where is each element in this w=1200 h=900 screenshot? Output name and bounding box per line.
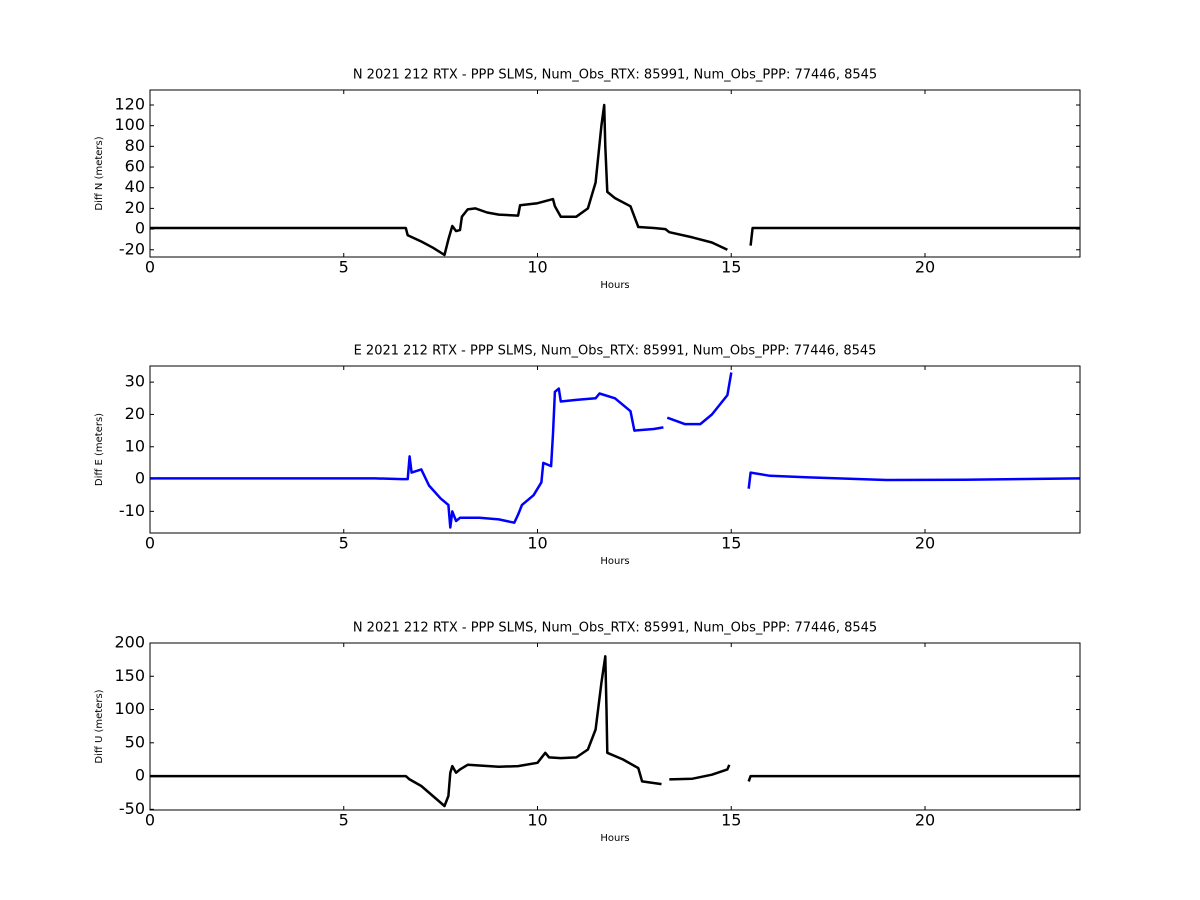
x-tick-label: 10 [527,811,547,830]
y-tick-label: 60 [125,157,145,176]
chart-title: N 2021 212 RTX - PPP SLMS, Num_Obs_RTX: … [353,621,877,636]
x-tick-label: 15 [721,534,741,553]
x-axis-label: Hours [600,833,629,844]
y-tick-label: 30 [125,372,145,391]
y-tick-label: 20 [125,198,145,217]
chart-title: N 2021 212 RTX - PPP SLMS, Num_Obs_RTX: … [353,68,877,83]
y-tick-label: 100 [114,115,145,134]
x-tick-label: 20 [915,811,935,830]
data-line [150,655,1080,808]
x-tick-label: 20 [915,258,935,277]
y-tick-label: 150 [114,666,145,685]
x-tick-label: 0 [145,534,155,553]
plot-frame [149,642,1081,811]
y-axis-label: Diff E (meters) [94,413,105,486]
chart-title: E 2021 212 RTX - PPP SLMS, Num_Obs_RTX: … [354,344,877,359]
y-tick-label: 20 [125,404,145,423]
y-tick-label: -10 [119,501,145,520]
y-tick-label: -20 [119,239,145,258]
x-tick-label: 0 [145,258,155,277]
y-tick-label: 0 [135,219,145,238]
y-tick-label: 40 [125,177,145,196]
x-tick-label: 5 [339,811,349,830]
x-axis-label: Hours [600,280,629,291]
x-tick-label: 15 [721,811,741,830]
y-axis-label: Diff N (meters) [94,136,105,210]
plot-frame [149,365,1081,534]
x-tick-label: 20 [915,534,935,553]
data-line [150,372,1080,529]
y-tick-label: 120 [114,94,145,113]
y-tick-label: 200 [114,633,145,652]
data-line [150,103,1080,257]
x-tick-label: 5 [339,534,349,553]
y-tick-label: 100 [114,699,145,718]
y-tick-label: 10 [125,436,145,455]
plot-frame [149,89,1081,258]
x-tick-label: 10 [527,534,547,553]
y-tick-label: 0 [135,766,145,785]
x-tick-label: 15 [721,258,741,277]
y-axis-label: Diff U (meters) [94,689,105,763]
y-tick-label: -50 [119,799,145,818]
x-tick-label: 10 [527,258,547,277]
x-tick-label: 5 [339,258,349,277]
y-tick-label: 80 [125,136,145,155]
y-tick-label: 0 [135,469,145,488]
x-tick-label: 0 [145,811,155,830]
x-axis-label: Hours [600,556,629,567]
y-tick-label: 50 [125,732,145,751]
